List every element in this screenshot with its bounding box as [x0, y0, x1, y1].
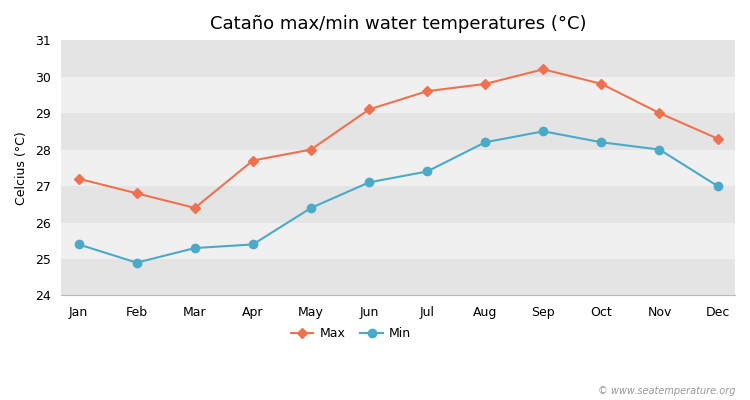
Text: © www.seatemperature.org: © www.seatemperature.org	[598, 386, 735, 396]
Bar	[62, 40, 735, 76]
Legend: Max, Min: Max, Min	[286, 322, 416, 346]
Y-axis label: Celcius (°C): Celcius (°C)	[15, 131, 28, 205]
Bar	[62, 259, 735, 296]
Bar	[62, 186, 735, 222]
Title: Cataño max/min water temperatures (°C): Cataño max/min water temperatures (°C)	[210, 15, 586, 33]
Bar	[62, 113, 735, 150]
